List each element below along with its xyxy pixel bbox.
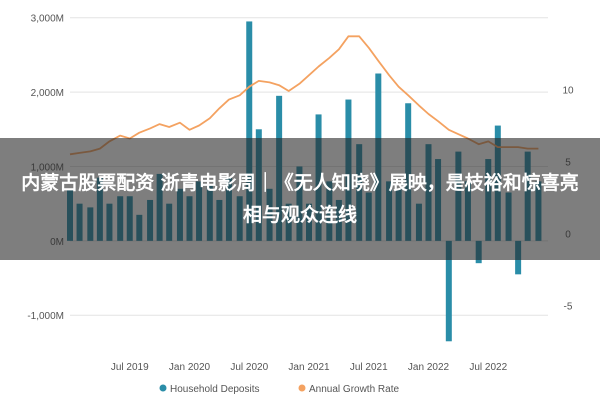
left-tick-label: -1,000M [27, 311, 64, 322]
legend-deposits-label: Household Deposits [170, 384, 260, 395]
x-tick-label: Jan 2020 [169, 362, 211, 373]
annual-growth-line [69, 35, 539, 156]
left-tick-label: 3,000M [31, 14, 64, 25]
legend: Household Deposits Annual Growth Rate [159, 384, 399, 395]
x-tick-label: Jan 2022 [408, 362, 450, 373]
annual-growth-line-layer [69, 35, 539, 156]
deposit-bar [246, 21, 253, 241]
deposit-bar [445, 240, 452, 342]
x-axis-ticks: Jul 2019 Jan 2020 Jul 2020 Jan 2021 Jul 2021… [111, 362, 508, 373]
overlay-headline: 内蒙古股票配资 浙青电影周｜《无人知晓》展映，是枝裕和惊喜亮相与观众连线 [21, 172, 579, 226]
legend-deposits-swatch [159, 384, 167, 392]
x-tick-label: Jan 2021 [288, 362, 330, 373]
left-tick-label: 2,000M [31, 88, 64, 99]
x-tick-label: Jul 2021 [350, 362, 388, 373]
headline-overlay: 内蒙古股票配资 浙青电影周｜《无人知晓》展映，是枝裕和惊喜亮相与观众连线 [0, 138, 600, 260]
x-tick-label: Jul 2022 [469, 362, 507, 373]
x-tick-label: Jul 2020 [230, 362, 268, 373]
legend-growth-label: Annual Growth Rate [309, 384, 399, 395]
right-tick-label: 10 [562, 86, 574, 97]
right-tick-label: -5 [564, 301, 573, 312]
legend-growth-swatch [298, 384, 306, 392]
x-tick-label: Jul 2019 [111, 362, 149, 373]
